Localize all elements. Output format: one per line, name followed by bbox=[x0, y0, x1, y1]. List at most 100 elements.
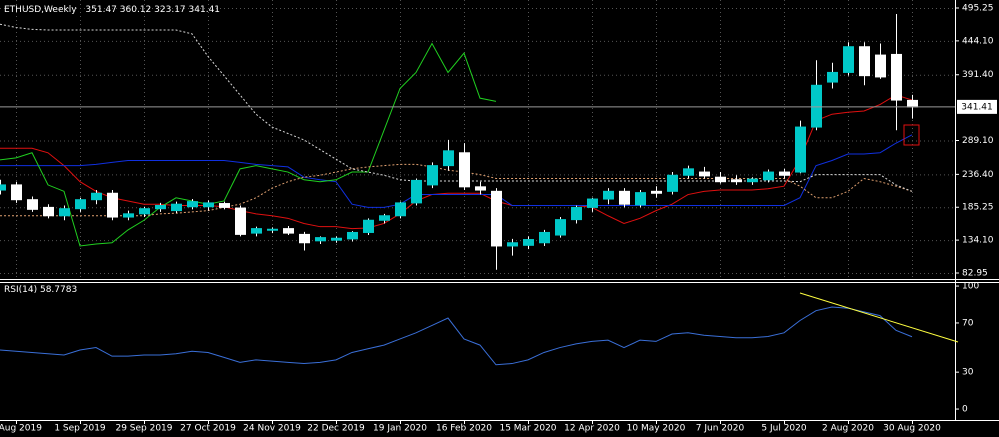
y-tick-label: 444.10 bbox=[962, 36, 994, 46]
indicator-line bbox=[0, 163, 913, 217]
candle-body bbox=[795, 126, 806, 173]
candle-body bbox=[219, 203, 230, 208]
chart-title: ETHUSD,Weekly 351.47 360.12 323.17 341.4… bbox=[4, 5, 220, 15]
candle-body bbox=[507, 242, 518, 247]
candle-body bbox=[443, 150, 454, 167]
x-tick-label: 24 Nov 2019 bbox=[243, 424, 301, 434]
candle-body bbox=[235, 207, 246, 235]
candle-body bbox=[859, 46, 870, 77]
candle-body bbox=[347, 231, 358, 240]
candle-body bbox=[155, 204, 166, 210]
y-tick-label: 82.95 bbox=[962, 268, 988, 278]
y-tick-label: 495.25 bbox=[962, 4, 994, 14]
candle-body bbox=[123, 213, 134, 218]
candle-body bbox=[411, 179, 422, 204]
candle-body bbox=[811, 84, 822, 128]
candle-body bbox=[779, 171, 790, 176]
y-tick-label: 30 bbox=[962, 368, 974, 378]
candle-body bbox=[27, 199, 38, 210]
current-price-box bbox=[957, 99, 997, 114]
candle-body bbox=[907, 99, 918, 108]
candle-body bbox=[171, 203, 182, 212]
candle-body bbox=[59, 208, 70, 217]
y-tick-label: 0 bbox=[962, 405, 968, 415]
x-tick-label: 1 Sep 2019 bbox=[54, 424, 106, 434]
candle-body bbox=[315, 237, 326, 242]
candle-body bbox=[699, 171, 710, 177]
candle-body bbox=[587, 198, 598, 208]
candle-body bbox=[395, 202, 406, 217]
candle-body bbox=[523, 239, 534, 246]
candle-body bbox=[379, 215, 390, 221]
x-tick-label: 7 Jun 2020 bbox=[696, 424, 745, 434]
candle-body bbox=[187, 201, 198, 208]
candle-body bbox=[0, 184, 6, 191]
candle-body bbox=[555, 219, 566, 236]
x-tick-label: 29 Sep 2019 bbox=[115, 424, 172, 434]
candle-body bbox=[827, 71, 838, 83]
indicator-title: RSI(14) 58.7783 bbox=[4, 285, 77, 295]
candle-body bbox=[43, 206, 54, 217]
candle-body bbox=[427, 165, 438, 186]
x-tick-label: 5 Jul 2020 bbox=[761, 424, 806, 434]
x-tick-label: 27 Oct 2019 bbox=[180, 424, 236, 434]
highlight-box bbox=[903, 124, 920, 146]
candle-body bbox=[875, 54, 886, 78]
y-tick-label: 236.40 bbox=[962, 170, 994, 180]
candle-body bbox=[203, 202, 214, 208]
candle-body bbox=[715, 176, 726, 183]
indicator-line bbox=[0, 23, 913, 192]
y-tick-label: 185.25 bbox=[962, 203, 994, 213]
candle-body bbox=[731, 179, 742, 183]
candle-body bbox=[843, 46, 854, 73]
y-tick-label: 391.40 bbox=[962, 70, 994, 80]
indicator-line bbox=[0, 94, 913, 230]
candle-body bbox=[251, 228, 262, 234]
candle-body bbox=[619, 190, 630, 205]
y-tick-label: 70 bbox=[962, 318, 974, 328]
indicator-line bbox=[0, 134, 913, 208]
candle-body bbox=[75, 199, 86, 210]
candle-body bbox=[571, 206, 582, 221]
candle-body bbox=[139, 208, 150, 215]
x-tick-label: 12 Apr 2020 bbox=[564, 424, 620, 434]
candle-body bbox=[331, 237, 342, 241]
x-tick-label: 16 Feb 2020 bbox=[436, 424, 492, 434]
candle-body bbox=[363, 219, 374, 233]
candle-body bbox=[683, 168, 694, 176]
candle-body bbox=[491, 190, 502, 247]
x-tick-label: 22 Dec 2019 bbox=[307, 424, 365, 434]
candle-body bbox=[267, 228, 278, 231]
indicator-line bbox=[0, 42, 497, 247]
y-tick-label: 289.10 bbox=[962, 136, 994, 146]
candle-body bbox=[635, 192, 646, 206]
trend-line bbox=[799, 292, 959, 343]
candle-body bbox=[763, 171, 774, 181]
candle-body bbox=[747, 178, 758, 183]
candle-body bbox=[299, 233, 310, 244]
candle-body bbox=[539, 231, 550, 244]
candle-body bbox=[475, 186, 486, 191]
x-tick-label: 4 Aug 2019 bbox=[0, 424, 42, 434]
candle-body bbox=[11, 184, 22, 201]
candle-body bbox=[459, 152, 470, 188]
x-tick-label: 10 May 2020 bbox=[627, 424, 686, 434]
y-tick-label: 100 bbox=[962, 282, 979, 292]
candle-body bbox=[107, 192, 118, 218]
candle-body bbox=[667, 174, 678, 192]
candle-body bbox=[91, 192, 102, 201]
candle-body bbox=[283, 228, 294, 234]
x-tick-label: 30 Aug 2020 bbox=[883, 424, 941, 434]
x-tick-label: 2 Aug 2020 bbox=[822, 424, 874, 434]
x-tick-label: 19 Jan 2020 bbox=[373, 424, 427, 434]
candle-body bbox=[603, 190, 614, 200]
x-tick-label: 15 Mar 2020 bbox=[499, 424, 556, 434]
current-price-label: 341.41 bbox=[961, 102, 993, 112]
candle-body bbox=[891, 53, 902, 101]
indicator-line bbox=[0, 306, 913, 366]
y-tick-label: 134.10 bbox=[962, 236, 994, 246]
candle-body bbox=[651, 190, 662, 194]
